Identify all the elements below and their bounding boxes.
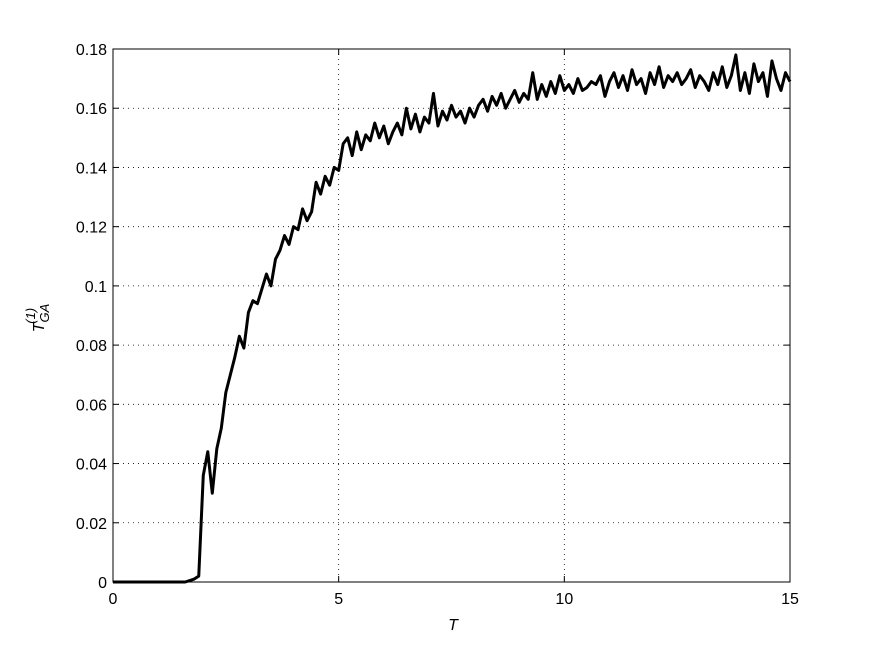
y-tick-label: 0.02 [76,516,107,533]
y-axis-label-base: T [31,321,48,332]
y-axis-label: TGA(1) [23,304,52,333]
y-tick-label: 0.12 [76,220,107,237]
x-tick-label: 15 [781,591,799,608]
y-axis-label-sub: GA [37,304,52,323]
y-tick-label: 0.1 [85,279,107,296]
y-tick-label: 0 [98,575,107,592]
y-tick-label: 0.18 [76,42,107,59]
x-tick-label: 0 [109,591,118,608]
x-tick-label: 10 [555,591,573,608]
data-line [113,53,792,584]
y-axis-label-sup: (1) [23,308,38,324]
y-tick-label: 0.16 [76,101,107,118]
plot-frame [112,48,791,583]
y-tick-label: 0.14 [76,160,107,177]
y-tick-label: 0.06 [76,397,107,414]
y-tick-label: 0.04 [76,457,107,474]
x-axis-label: T [448,617,459,634]
y-tick-label: 0.08 [76,338,107,355]
x-tick-label: 5 [334,591,343,608]
plot-area [113,49,790,582]
